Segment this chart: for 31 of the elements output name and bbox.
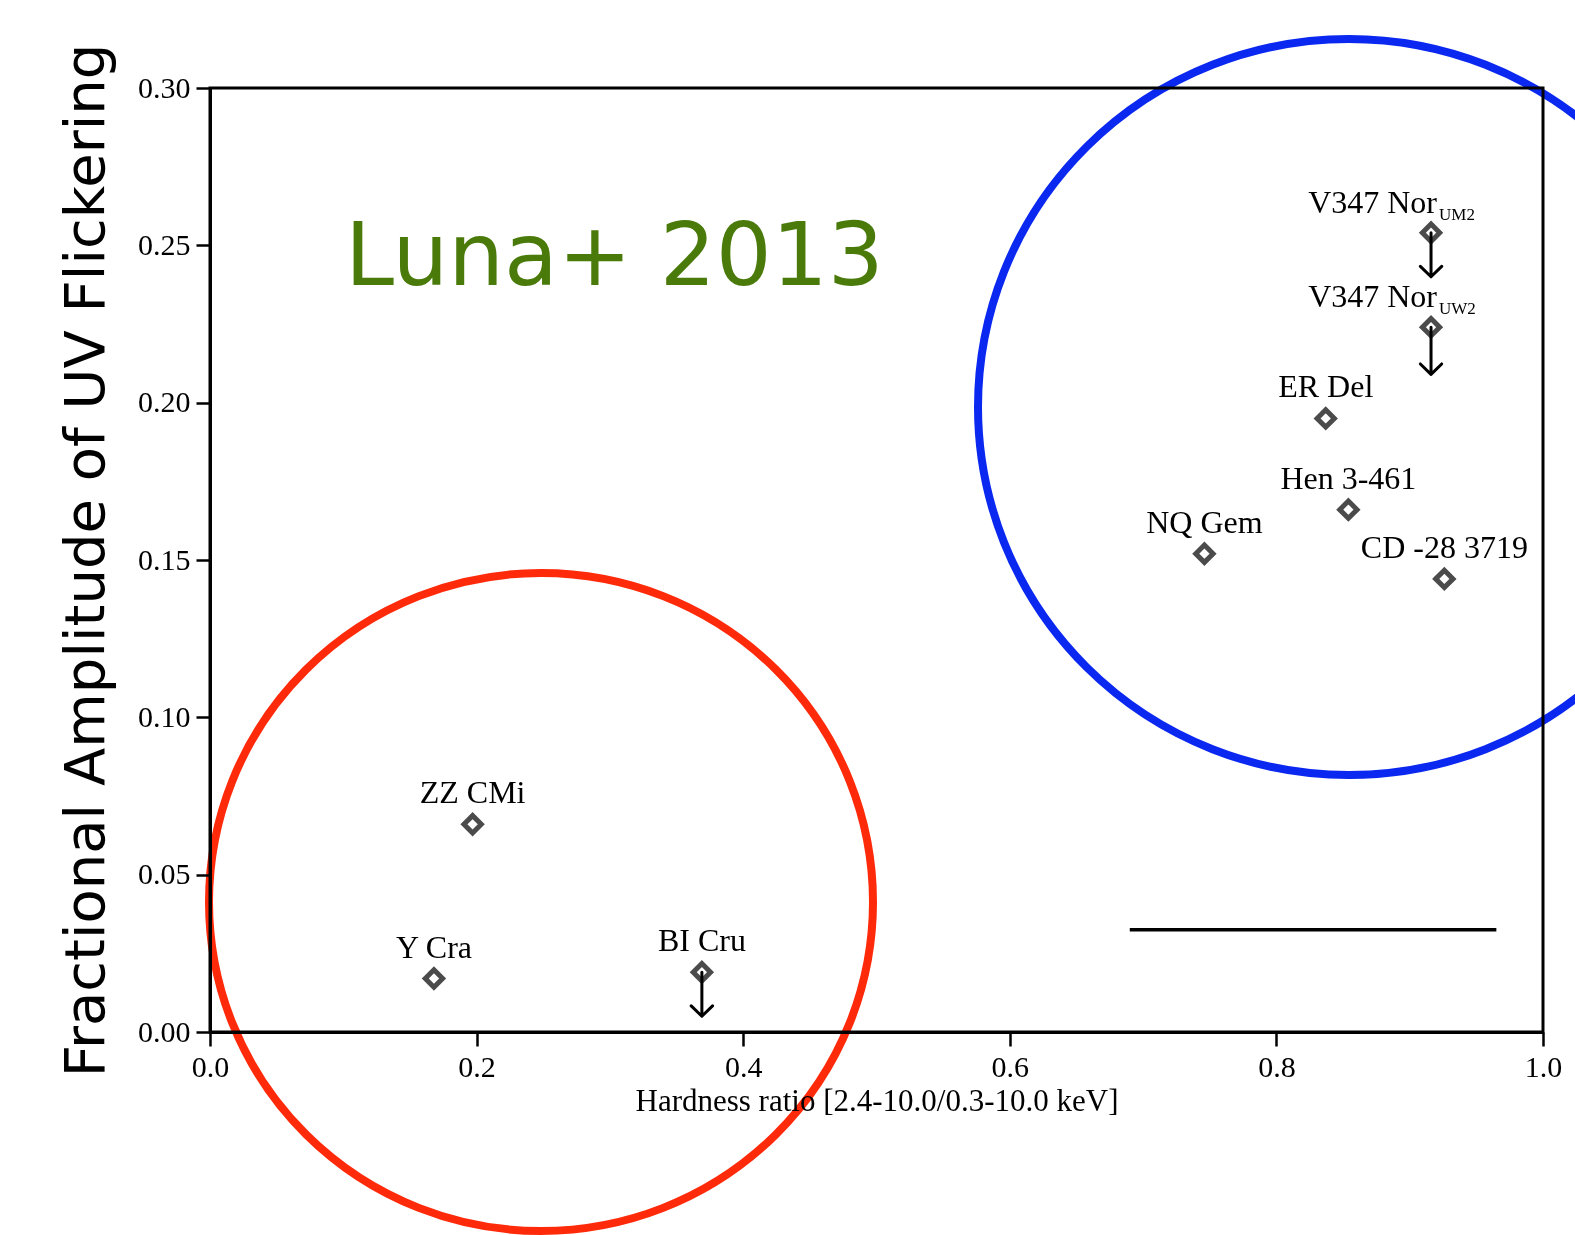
x-tick-label: 0.4 — [724, 1049, 763, 1083]
annotation: Luna+ 2013 — [345, 203, 884, 306]
point — [1433, 567, 1456, 591]
y-tick-label: 0.10 — [138, 699, 191, 733]
series-label: CD -28 3719 — [1360, 528, 1528, 565]
series-label: BI Cru — [657, 922, 746, 959]
point — [422, 967, 446, 990]
y-tick-label: 0.00 — [138, 1014, 191, 1048]
point — [1193, 542, 1216, 565]
point — [461, 813, 484, 836]
point — [1337, 498, 1360, 521]
y-tick-label: 0.30 — [138, 70, 191, 104]
x-tick-label: 0.2 — [458, 1049, 496, 1083]
series-label: ER Del — [1278, 368, 1374, 405]
series-label: ZZ CMi — [419, 774, 526, 811]
y-axis-title: Fractional Amplitude of UV Flickering — [52, 43, 117, 1078]
series-label: Hen 3-461 — [1280, 459, 1417, 496]
series-label: NQ Gem — [1146, 503, 1263, 540]
y-tick-label: 0.05 — [138, 857, 191, 891]
x-tick-label: 0.0 — [191, 1049, 230, 1083]
point — [1419, 221, 1443, 244]
y-tick-label: 0.25 — [138, 227, 191, 261]
point — [1314, 407, 1337, 430]
point — [690, 961, 714, 984]
y-tick-label: 0.20 — [138, 385, 191, 419]
x-tick-label: 1.0 — [1524, 1049, 1563, 1083]
point — [1419, 315, 1443, 339]
x-tick-label: 0.8 — [1258, 1049, 1296, 1083]
x-tick-label: 0.6 — [991, 1049, 1030, 1083]
series-label: Y Cra — [395, 928, 473, 965]
y-tick-label: 0.15 — [138, 542, 191, 576]
